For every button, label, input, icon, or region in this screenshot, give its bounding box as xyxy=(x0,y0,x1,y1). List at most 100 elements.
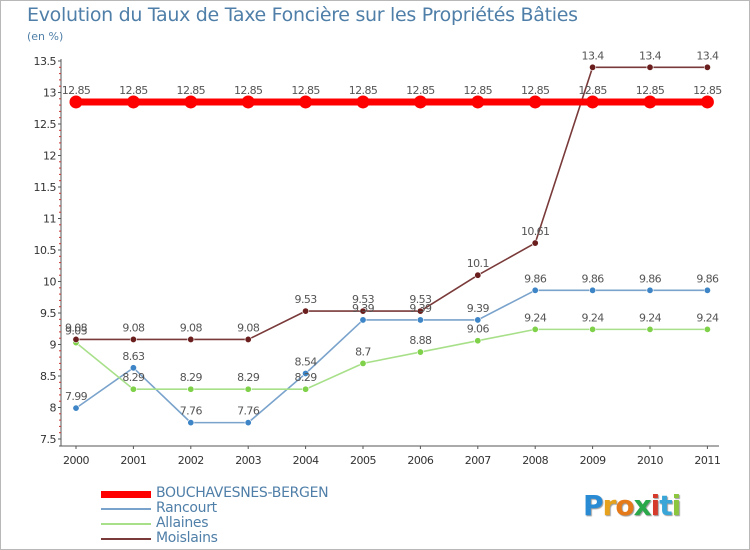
data-label-bouchavesnes-bergen: 12.85 xyxy=(406,84,435,97)
y-tick-label: 12.5 xyxy=(34,118,57,131)
data-label-allaines: 8.29 xyxy=(295,371,318,384)
legend-item-allaines: Allaines xyxy=(101,515,431,533)
data-label-bouchavesnes-bergen: 12.85 xyxy=(464,84,493,97)
y-tick-label: 13 xyxy=(43,87,56,100)
data-label-moislains: 9.53 xyxy=(409,293,432,306)
data-label-allaines: 8.29 xyxy=(237,371,260,384)
data-point-bouchavesnes-bergen xyxy=(299,95,313,109)
legend-label-bouchavesnes-bergen: BOUCHAVESNES-BERGEN xyxy=(156,485,329,501)
legend-label-allaines: Allaines xyxy=(156,515,209,531)
data-label-moislains: 13.4 xyxy=(639,49,662,62)
data-label-allaines: 9.24 xyxy=(524,311,547,324)
data-point-moislains xyxy=(416,307,424,315)
data-point-allaines xyxy=(703,325,711,333)
y-tick-label: 12 xyxy=(43,150,56,163)
series-line-rancourt xyxy=(75,289,709,424)
y-tick-label: 10.5 xyxy=(34,244,57,257)
data-point-allaines xyxy=(187,385,195,393)
x-tick-label: 2008 xyxy=(522,454,548,467)
data-point-allaines xyxy=(531,325,539,333)
data-label-rancourt: 9.39 xyxy=(409,302,432,315)
data-label-moislains: 13.4 xyxy=(582,49,605,62)
data-point-rancourt xyxy=(589,286,597,294)
data-label-allaines: 9.24 xyxy=(582,311,605,324)
legend-label-rancourt: Rancourt xyxy=(156,500,217,516)
x-tick-label: 2004 xyxy=(293,454,319,467)
x-tick-label: 2009 xyxy=(580,454,606,467)
y-tick-label: 8.5 xyxy=(40,370,56,383)
data-point-rancourt xyxy=(474,316,482,324)
x-tick-label: 2001 xyxy=(120,454,146,467)
data-point-bouchavesnes-bergen xyxy=(643,95,657,109)
legend-swatch-allaines xyxy=(101,523,151,525)
data-point-moislains xyxy=(359,307,367,315)
data-label-moislains: 10.1 xyxy=(467,257,489,270)
data-point-bouchavesnes-bergen xyxy=(126,95,140,109)
y-tick-label: 7.5 xyxy=(40,433,56,446)
x-tick-label: 2006 xyxy=(407,454,433,467)
logo-letter: P xyxy=(583,489,604,522)
data-point-moislains xyxy=(302,307,310,315)
x-tick-label: 2010 xyxy=(637,454,663,467)
x-tick-label: 2003 xyxy=(235,454,261,467)
data-point-moislains xyxy=(244,335,252,343)
legend-item-moislains: Moislains xyxy=(101,530,431,548)
data-point-rancourt xyxy=(302,369,310,377)
data-point-moislains xyxy=(474,271,482,279)
data-label-rancourt: 9.86 xyxy=(582,272,605,285)
data-point-allaines xyxy=(646,325,654,333)
data-label-allaines: 8.29 xyxy=(180,371,203,384)
data-label-bouchavesnes-bergen: 12.85 xyxy=(291,84,320,97)
data-label-moislains: 13.4 xyxy=(696,49,719,62)
data-point-rancourt xyxy=(129,364,137,372)
data-point-allaines xyxy=(474,337,482,345)
data-label-bouchavesnes-bergen: 12.85 xyxy=(521,84,550,97)
data-point-moislains xyxy=(589,63,597,71)
y-tick-label: 13.5 xyxy=(34,55,57,68)
data-label-moislains: 9.08 xyxy=(237,321,260,334)
logo-letter: i xyxy=(671,489,682,522)
data-label-rancourt: 9.39 xyxy=(352,302,375,315)
data-label-bouchavesnes-bergen: 12.85 xyxy=(693,84,722,97)
data-point-allaines xyxy=(416,348,424,356)
data-point-moislains xyxy=(531,239,539,247)
x-tick-label: 2011 xyxy=(694,454,720,467)
data-label-bouchavesnes-bergen: 12.85 xyxy=(578,84,607,97)
data-point-bouchavesnes-bergen xyxy=(586,95,600,109)
data-label-rancourt: 7.76 xyxy=(237,405,260,418)
data-label-rancourt: 9.39 xyxy=(467,302,490,315)
y-tick-label: 9 xyxy=(50,339,57,352)
data-label-bouchavesnes-bergen: 12.85 xyxy=(636,84,665,97)
y-tick-label: 11.5 xyxy=(34,181,57,194)
x-tick-label: 2007 xyxy=(465,454,491,467)
data-label-allaines: 8.29 xyxy=(122,371,145,384)
data-point-rancourt xyxy=(703,286,711,294)
data-point-moislains xyxy=(129,335,137,343)
data-label-bouchavesnes-bergen: 12.85 xyxy=(177,84,206,97)
data-label-moislains: 9.53 xyxy=(352,293,375,306)
x-tick-label: 2000 xyxy=(63,454,89,467)
y-tick-label: 9.5 xyxy=(40,307,56,320)
data-point-rancourt xyxy=(531,286,539,294)
data-point-rancourt xyxy=(416,316,424,324)
data-label-allaines: 9.03 xyxy=(65,325,88,338)
data-label-rancourt: 9.86 xyxy=(639,272,662,285)
data-label-bouchavesnes-bergen: 12.85 xyxy=(234,84,263,97)
x-tick-label: 2005 xyxy=(350,454,376,467)
data-label-allaines: 9.06 xyxy=(467,323,490,336)
logo-letter: o xyxy=(615,489,634,522)
y-tick-label: 11 xyxy=(43,213,56,226)
legend-swatch-moislains xyxy=(101,538,151,540)
logo-letter: x xyxy=(633,489,652,522)
chart-title: Evolution du Taux de Taxe Foncière sur l… xyxy=(27,4,578,26)
legend-swatch-bouchavesnes-bergen xyxy=(101,491,151,498)
proxiti-logo: Proxiti xyxy=(583,489,682,522)
data-point-bouchavesnes-bergen xyxy=(184,95,198,109)
data-label-rancourt: 8.63 xyxy=(122,350,145,363)
data-label-moislains: 9.08 xyxy=(65,321,88,334)
y-axis-unit: (en %) xyxy=(27,30,64,43)
legend-swatch-rancourt xyxy=(101,508,151,510)
data-label-moislains: 10.61 xyxy=(521,225,550,238)
